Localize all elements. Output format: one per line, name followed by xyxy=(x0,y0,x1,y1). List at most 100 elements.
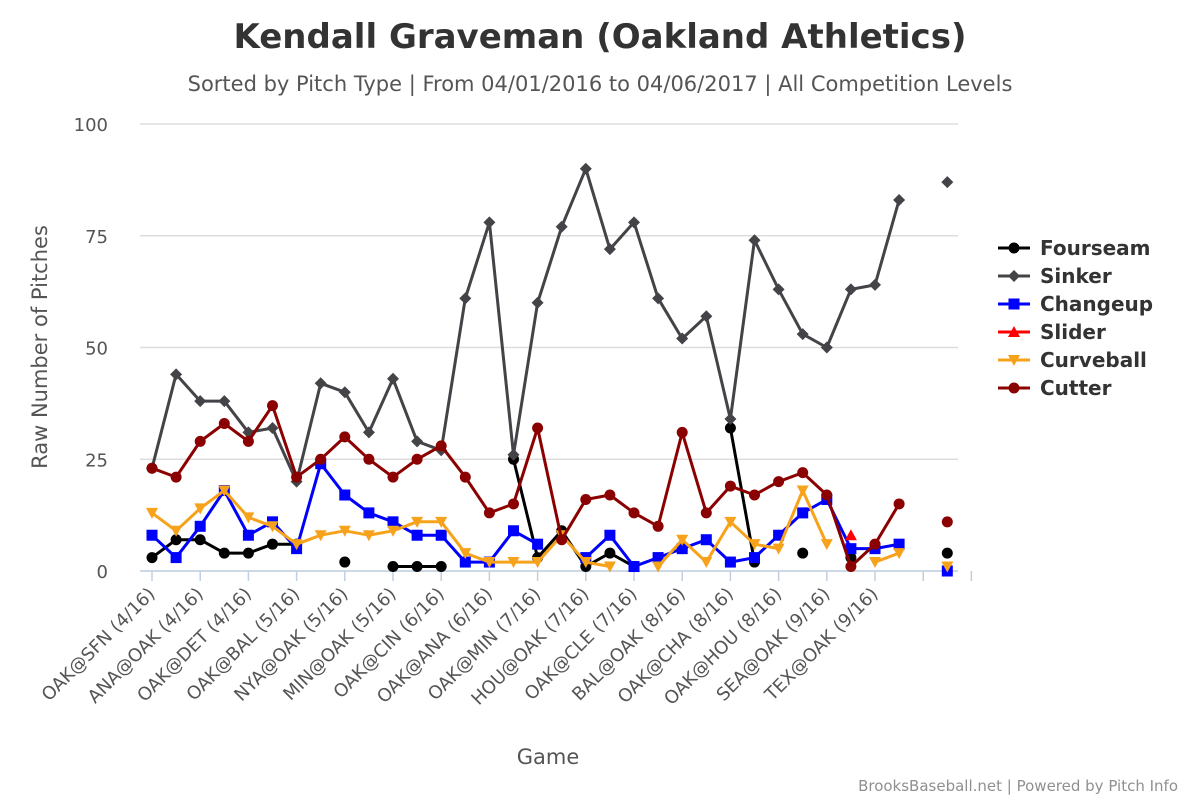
point-changeup xyxy=(676,543,688,555)
point-sinker xyxy=(459,292,472,305)
series-curveball xyxy=(146,485,954,573)
point-fourseam xyxy=(724,422,736,434)
series-layer xyxy=(146,162,954,577)
point-curveball xyxy=(435,516,448,528)
series-line-sinker xyxy=(152,169,947,482)
point-fourseam xyxy=(267,538,278,550)
point-changeup xyxy=(242,529,254,541)
point-curveball xyxy=(170,525,183,537)
point-cutter xyxy=(170,471,182,483)
point-curveball xyxy=(362,530,375,542)
point-changeup xyxy=(146,529,158,541)
point-curveball xyxy=(507,557,520,569)
point-cutter xyxy=(508,498,519,510)
legend-item-sinker[interactable]: Sinker xyxy=(998,264,1112,288)
point-changeup xyxy=(339,489,351,501)
series-cutter xyxy=(146,400,953,573)
point-sinker xyxy=(724,413,737,426)
point-cutter xyxy=(724,480,736,492)
point-fourseam xyxy=(242,547,254,559)
y-tick-label: 0 xyxy=(97,562,108,583)
point-curveball xyxy=(266,521,279,533)
legend-item-fourseam[interactable]: Fourseam xyxy=(998,236,1151,260)
point-changeup xyxy=(700,534,712,546)
point-cutter xyxy=(869,538,881,550)
legend-label-slider: Slider xyxy=(1040,320,1106,344)
point-cutter xyxy=(483,507,495,519)
legend-marker-curveball xyxy=(1008,355,1020,366)
point-cutter xyxy=(580,493,592,505)
legend-item-changeup[interactable]: Changeup xyxy=(998,292,1153,316)
point-curveball xyxy=(579,557,592,569)
point-sinker xyxy=(869,278,881,291)
y-axis-ticks: 0 25 50 75 100 xyxy=(74,115,108,583)
point-curveball xyxy=(869,557,881,569)
point-sinker xyxy=(772,283,785,296)
point-fourseam xyxy=(170,534,182,546)
chart-title: Kendall Graveman (Oakland Athletics) xyxy=(234,17,967,57)
y-tick-label: 25 xyxy=(85,450,108,471)
point-changeup xyxy=(773,529,785,541)
legend-marker-sinker xyxy=(1008,270,1020,282)
y-tick-label: 100 xyxy=(74,115,108,136)
point-sinker xyxy=(652,292,665,305)
point-cutter xyxy=(242,435,254,447)
point-cutter xyxy=(363,453,375,465)
point-cutter xyxy=(411,453,423,465)
point-curveball xyxy=(820,539,833,551)
point-curveball xyxy=(314,530,327,542)
point-cutter xyxy=(773,476,785,488)
point-sinker xyxy=(362,426,375,439)
point-fourseam xyxy=(339,556,351,568)
credits[interactable]: BrooksBaseball.net | Powered by Pitch In… xyxy=(858,777,1178,795)
point-fourseam xyxy=(435,561,447,573)
point-cutter xyxy=(435,440,447,452)
point-sinker xyxy=(411,435,424,448)
point-cutter xyxy=(941,516,953,528)
point-cutter xyxy=(387,471,399,483)
legend-item-slider[interactable]: Slider xyxy=(998,320,1106,344)
point-curveball xyxy=(772,543,785,555)
point-curveball xyxy=(459,548,472,560)
gridlines xyxy=(140,123,958,572)
point-changeup xyxy=(797,507,809,519)
point-curveball xyxy=(676,534,689,546)
legend-item-cutter[interactable]: Cutter xyxy=(998,376,1112,400)
point-curveball xyxy=(796,485,809,497)
point-cutter xyxy=(821,489,833,501)
point-changeup xyxy=(508,525,519,537)
point-sinker xyxy=(170,368,183,381)
point-sinker xyxy=(893,193,906,206)
legend: Fourseam Sinker Changeup Slider Curveball Cut… xyxy=(998,236,1153,400)
y-axis-title: Raw Number of Pitches xyxy=(28,225,52,469)
point-sinker xyxy=(579,162,592,175)
point-curveball xyxy=(748,539,761,551)
legend-marker-fourseam xyxy=(1008,242,1020,254)
point-curveball xyxy=(338,525,351,537)
series-sinker xyxy=(146,162,954,488)
legend-marker-slider xyxy=(1008,326,1020,337)
point-changeup xyxy=(845,543,857,555)
point-sinker xyxy=(628,216,640,229)
point-sinker xyxy=(242,426,255,439)
point-cutter xyxy=(604,489,616,501)
point-curveball xyxy=(531,557,544,569)
point-cutter xyxy=(556,534,568,546)
point-sinker xyxy=(483,216,496,229)
point-curveball xyxy=(652,561,665,573)
point-curveball xyxy=(387,525,399,537)
point-sinker xyxy=(676,332,689,345)
legend-marker-cutter xyxy=(1008,382,1020,394)
point-cutter xyxy=(749,489,760,501)
legend-item-curveball[interactable]: Curveball xyxy=(998,348,1147,372)
point-slider xyxy=(844,529,857,541)
point-cutter xyxy=(315,453,327,465)
point-curveball xyxy=(893,548,906,560)
point-cutter xyxy=(628,507,640,519)
point-curveball xyxy=(941,561,954,573)
point-curveball xyxy=(146,507,158,519)
point-changeup xyxy=(893,538,905,550)
point-curveball xyxy=(411,516,424,528)
legend-label-cutter: Cutter xyxy=(1040,376,1112,400)
